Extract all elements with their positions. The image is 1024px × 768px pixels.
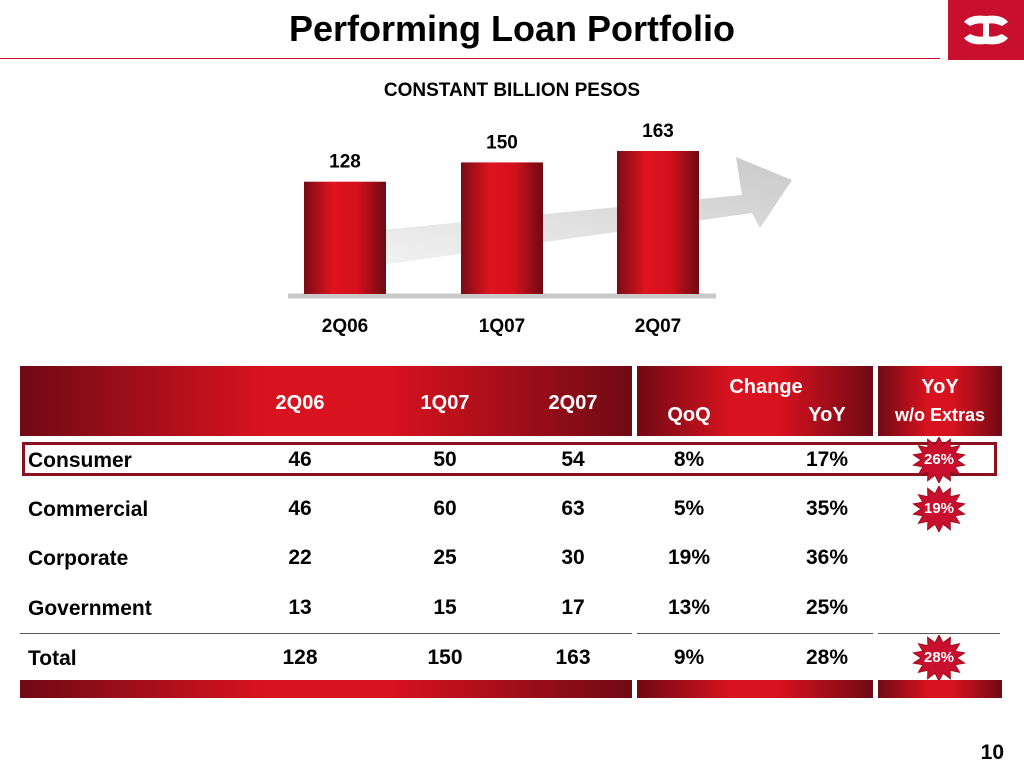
table-header-periods [20, 366, 632, 436]
loan-bar-chart: 128 2Q06 150 1Q07 163 2Q07 [288, 121, 792, 337]
chart-subtitle: CONSTANT BILLION PESOS [383, 80, 641, 101]
cell-government-yoy: 25% [805, 596, 849, 619]
bank-logo [948, 0, 1024, 60]
consumer-row-highlight [22, 442, 997, 476]
badge-label-consumer: 26% [923, 451, 955, 468]
cell-government-v2q07: 17 [561, 596, 585, 619]
page-number: 10 [980, 741, 1004, 764]
row-label-corporate: Corporate [28, 547, 129, 570]
cell-consumer-v2q06: 46 [288, 448, 312, 471]
yoy-extras-badge-consumer: 26% [911, 435, 967, 485]
table-footer-mid [637, 680, 873, 698]
cell-total-yoy: 28% [805, 646, 849, 669]
header-2q07: 2Q07 [548, 392, 598, 414]
page-title: Performing Loan Portfolio [289, 8, 735, 49]
bar-1Q07 [461, 162, 543, 294]
cell-commercial-v2q06: 46 [288, 497, 312, 520]
bar-2Q06 [304, 181, 386, 294]
cell-consumer-qoq: 8% [673, 448, 705, 471]
header-qoq: QoQ [667, 404, 711, 426]
total-divider-right [878, 633, 1000, 634]
yoy-extras-badge-commercial: 19% [911, 484, 967, 534]
x-tick-2Q07: 2Q07 [635, 316, 681, 337]
title-divider [0, 58, 940, 59]
x-tick-2Q06: 2Q06 [322, 316, 368, 337]
cell-corporate-v1q07: 25 [433, 546, 457, 569]
cell-corporate-v2q07: 30 [561, 546, 585, 569]
table-header-change [637, 366, 873, 436]
cell-corporate-qoq: 19% [667, 546, 711, 569]
header-change: Change [729, 376, 803, 398]
badge-label-commercial: 19% [923, 500, 955, 517]
data-label-2Q06: 128 [329, 152, 361, 173]
cell-total-v1q07: 150 [427, 646, 463, 669]
bar-2Q07 [617, 151, 699, 294]
row-label-consumer: Consumer [28, 449, 132, 472]
header-2q06: 2Q06 [275, 392, 325, 414]
cell-total-v2q07: 163 [555, 646, 591, 669]
cell-total-qoq: 9% [673, 646, 705, 669]
yoy-extras-badge-total: 28% [911, 633, 967, 683]
header-yoy-extras-2: w/o Extras [894, 405, 986, 425]
cell-commercial-yoy: 35% [805, 497, 849, 520]
cell-government-v1q07: 15 [433, 596, 457, 619]
cell-government-qoq: 13% [667, 596, 711, 619]
cell-commercial-v2q07: 63 [561, 497, 585, 520]
table-footer-left [20, 680, 632, 698]
cell-corporate-v2q06: 22 [288, 546, 312, 569]
row-label-total: Total [28, 647, 77, 670]
row-label-government: Government [28, 597, 152, 620]
cell-consumer-v1q07: 50 [433, 448, 457, 471]
cell-consumer-yoy: 17% [805, 448, 849, 471]
row-label-commercial: Commercial [28, 498, 149, 521]
badge-label-total: 28% [923, 649, 955, 666]
cell-government-v2q06: 13 [288, 596, 312, 619]
cell-commercial-v1q07: 60 [433, 497, 457, 520]
total-divider-mid [637, 633, 873, 634]
header-1q07: 1Q07 [420, 392, 470, 414]
table-header-yoy-extras [878, 366, 1002, 436]
cell-total-v2q06: 128 [282, 646, 318, 669]
header-yoy-extras-1: YoY [921, 376, 959, 398]
growth-arrow [345, 157, 792, 268]
data-label-2Q07: 163 [642, 121, 674, 142]
x-tick-1Q07: 1Q07 [479, 316, 525, 337]
cell-consumer-v2q07: 54 [561, 448, 585, 471]
header-yoy: YoY [808, 404, 846, 426]
cell-commercial-qoq: 5% [673, 497, 705, 520]
total-divider-left [20, 633, 632, 634]
bank-logo-icon [964, 15, 1008, 45]
data-label-1Q07: 150 [486, 132, 518, 153]
cell-corporate-yoy: 36% [805, 546, 849, 569]
table-footer-right [878, 680, 1002, 698]
